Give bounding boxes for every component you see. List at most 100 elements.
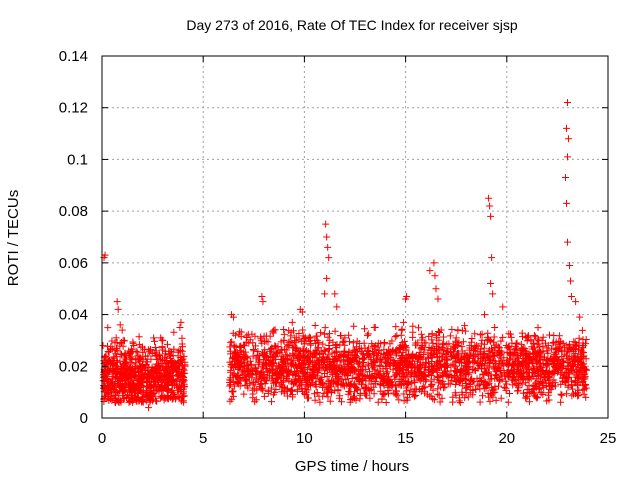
data-point bbox=[434, 295, 442, 303]
data-point bbox=[126, 380, 134, 388]
data-point bbox=[426, 267, 434, 275]
data-point bbox=[561, 174, 569, 182]
data-point bbox=[105, 367, 113, 375]
data-point bbox=[232, 331, 240, 339]
plot-frame bbox=[101, 55, 609, 419]
data-point bbox=[452, 334, 460, 342]
y-tick-label: 0.14 bbox=[59, 48, 88, 65]
data-point bbox=[442, 360, 450, 368]
data-point bbox=[563, 199, 571, 207]
data-point bbox=[130, 383, 138, 391]
data-point bbox=[177, 318, 185, 326]
data-point bbox=[559, 357, 567, 365]
data-point bbox=[381, 352, 389, 360]
data-point bbox=[120, 352, 128, 360]
y-tick-label: 0.1 bbox=[67, 151, 88, 168]
data-point bbox=[280, 336, 288, 344]
data-point bbox=[487, 280, 495, 288]
x-tick-label: 20 bbox=[498, 430, 515, 447]
data-point bbox=[371, 324, 379, 331]
data-point bbox=[250, 347, 258, 355]
data-point bbox=[485, 194, 493, 202]
data-point bbox=[321, 290, 329, 298]
data-point bbox=[99, 342, 107, 350]
data-series-bulk bbox=[99, 322, 590, 406]
data-point bbox=[564, 238, 572, 246]
x-tick-label: 5 bbox=[199, 430, 207, 447]
data-point bbox=[400, 318, 408, 326]
data-point bbox=[487, 212, 495, 220]
data-series-points bbox=[99, 99, 590, 412]
data-point bbox=[568, 292, 576, 300]
data-point bbox=[259, 298, 267, 306]
data-point bbox=[179, 378, 187, 386]
chart-title: Day 273 of 2016, Rate Of TEC Index for r… bbox=[186, 17, 517, 33]
data-point bbox=[572, 298, 580, 306]
y-tick-label: 0.06 bbox=[59, 255, 88, 272]
data-point bbox=[149, 370, 157, 378]
data-point bbox=[361, 344, 369, 352]
axis-ticks: 0 5 10 15 20 25 0 0.02 0.04 0.06 0.08 0.1 0.12 0.14 bbox=[59, 48, 617, 447]
x-tick-label: 10 bbox=[296, 430, 313, 447]
data-point bbox=[576, 313, 584, 321]
data-point bbox=[298, 308, 306, 316]
x-axis-label: GPS time / hours bbox=[295, 458, 409, 475]
data-point bbox=[323, 233, 331, 241]
data-point bbox=[317, 329, 325, 337]
data-point bbox=[104, 360, 112, 368]
data-point bbox=[324, 243, 332, 251]
data-point bbox=[566, 261, 574, 269]
data-point bbox=[169, 365, 177, 373]
x-tick-label: 25 bbox=[600, 430, 617, 447]
data-point bbox=[403, 292, 411, 300]
data-point bbox=[119, 336, 127, 344]
data-point bbox=[462, 352, 470, 360]
data-point bbox=[176, 324, 184, 331]
data-point bbox=[472, 342, 480, 350]
data-point bbox=[155, 360, 163, 368]
data-point bbox=[258, 292, 266, 300]
data-point bbox=[143, 391, 151, 399]
data-point bbox=[102, 352, 110, 360]
data-point bbox=[565, 135, 573, 143]
data-point bbox=[159, 336, 167, 344]
data-point bbox=[311, 349, 319, 357]
data-point bbox=[288, 318, 296, 326]
data-point bbox=[351, 347, 359, 355]
data-point bbox=[134, 367, 142, 375]
data-point bbox=[325, 254, 333, 262]
data-point bbox=[432, 285, 440, 293]
y-tick-label: 0.12 bbox=[59, 100, 88, 117]
data-point bbox=[175, 347, 183, 355]
data-point bbox=[110, 386, 118, 394]
data-point bbox=[108, 373, 116, 381]
data-point bbox=[499, 303, 507, 311]
data-point bbox=[422, 339, 430, 347]
data-point bbox=[581, 370, 589, 378]
data-point bbox=[391, 360, 399, 368]
data-point bbox=[323, 274, 331, 282]
y-tick-label: 0.02 bbox=[59, 358, 88, 375]
data-point bbox=[138, 378, 146, 386]
data-point bbox=[431, 272, 439, 280]
data-point bbox=[240, 355, 248, 363]
data-point bbox=[101, 251, 109, 259]
data-point bbox=[523, 349, 531, 357]
data-point bbox=[333, 303, 341, 311]
data-point bbox=[503, 360, 511, 368]
y-axis-label: ROTI / TECUs bbox=[5, 190, 22, 286]
data-point bbox=[122, 373, 130, 381]
data-point bbox=[230, 313, 238, 321]
data-point bbox=[513, 344, 521, 352]
data-point bbox=[322, 220, 330, 228]
data-point bbox=[118, 326, 126, 334]
data-point bbox=[489, 290, 497, 298]
data-point bbox=[116, 321, 124, 329]
data-point bbox=[564, 99, 572, 107]
y-tick-label: 0.04 bbox=[59, 307, 88, 324]
data-point bbox=[488, 254, 496, 262]
data-point bbox=[533, 349, 541, 357]
data-point bbox=[481, 311, 489, 319]
data-point bbox=[114, 305, 122, 313]
data-point bbox=[145, 404, 153, 412]
